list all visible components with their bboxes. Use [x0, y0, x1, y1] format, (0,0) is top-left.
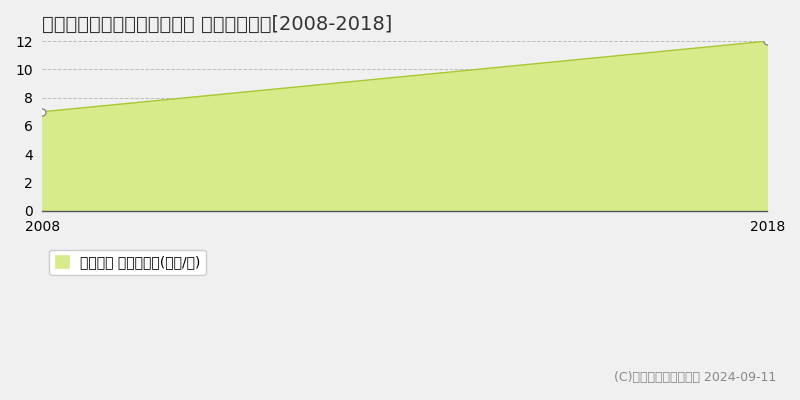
Legend: 土地価格 平均坪単価(万円/坪): 土地価格 平均坪単価(万円/坪) [50, 250, 206, 275]
Text: 河東郡音更町すずらん台南町 土地価格推移[2008-2018]: 河東郡音更町すずらん台南町 土地価格推移[2008-2018] [42, 15, 393, 34]
Text: (C)土地価格ドットコム 2024-09-11: (C)土地価格ドットコム 2024-09-11 [614, 371, 776, 384]
